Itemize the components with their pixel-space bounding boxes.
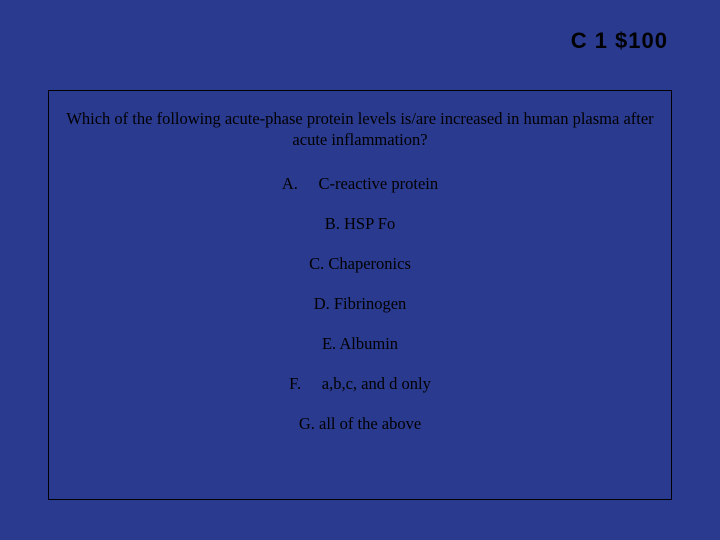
options-list: A. C-reactive protein B. HSP Fo C. Chape… [49, 174, 671, 434]
slide-header: C 1 $100 [571, 28, 668, 54]
question-box: Which of the following acute-phase prote… [48, 90, 672, 500]
option-a: A. C-reactive protein [282, 174, 438, 194]
option-b: B. HSP Fo [325, 214, 395, 234]
option-g: G. all of the above [299, 414, 421, 434]
question-text: Which of the following acute-phase prote… [49, 109, 671, 150]
option-f: F. a,b,c, and d only [289, 374, 431, 394]
option-e: E. Albumin [322, 334, 398, 354]
option-d: D. Fibrinogen [314, 294, 407, 314]
option-c: C. Chaperonics [309, 254, 411, 274]
slide: C 1 $100 Which of the following acute-ph… [0, 0, 720, 540]
